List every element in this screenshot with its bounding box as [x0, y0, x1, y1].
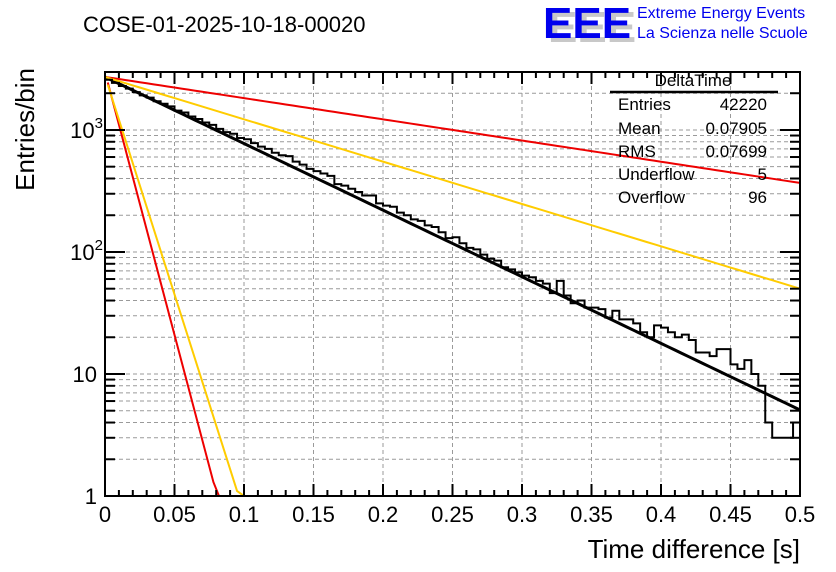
x-tick-label: 0.3 [507, 502, 538, 527]
x-tick-label: 0.35 [570, 502, 613, 527]
stats-label-mean: Mean [618, 119, 661, 138]
y-tick-label: 103 [70, 115, 103, 143]
x-tick-label: 0 [99, 502, 111, 527]
x-tick-label: 0.5 [785, 502, 816, 527]
series-red-steep [106, 82, 220, 497]
stats-value-overflow: 96 [748, 188, 767, 207]
stats-value-entries: 42220 [720, 95, 767, 114]
stats-value-rms: 0.07699 [706, 142, 767, 161]
histogram-outline [105, 78, 800, 439]
x-tick-label: 0.1 [229, 502, 260, 527]
y-tick-label: 102 [70, 237, 103, 265]
logo-mark: EEE [543, 0, 631, 48]
series-yellow-upper [104, 75, 801, 290]
logo-mark-shadow: EEE [548, 3, 636, 52]
x-tick-label: 0.45 [709, 502, 752, 527]
series-layer [104, 75, 801, 497]
stats-box: DeltaTime Entries 42220 Mean 0.07905 RMS… [610, 71, 778, 207]
series-yellow-steep [106, 84, 245, 497]
stats-value-mean: 0.07905 [706, 119, 767, 138]
stats-title: DeltaTime [655, 71, 732, 90]
logo-line1: Extreme Energy Events [637, 5, 805, 22]
histogram [105, 78, 800, 439]
y-tick-label: 1 [85, 484, 97, 509]
chart-title: COSE-01-2025-10-18-00020 [83, 12, 366, 37]
stats-label-underflow: Underflow [618, 165, 695, 184]
x-tick-label: 0.4 [646, 502, 677, 527]
x-tick-label: 0.25 [431, 502, 474, 527]
eee-logo: EEE EEE Extreme Energy Events La Scienza… [543, 0, 808, 52]
x-axis-title: Time difference [s] [588, 534, 800, 564]
y-tick-label: 10 [73, 362, 97, 387]
stats-label-entries: Entries [618, 95, 671, 114]
series-red-upper [104, 75, 801, 184]
x-tick-label: 0.15 [292, 502, 335, 527]
y-axis-title: Entries/bin [10, 68, 40, 191]
grid [105, 72, 800, 496]
stats-label-rms: RMS [618, 142, 656, 161]
stats-label-overflow: Overflow [618, 188, 686, 207]
x-tick-label: 0.2 [368, 502, 399, 527]
series-fit [104, 75, 801, 412]
logo-line2: La Scienza nelle Scuole [637, 25, 808, 42]
ticks: 0 0.05 0.1 0.15 0.2 0.25 0.3 0.35 0.4 0.45 0.5 1 10 1… [70, 72, 815, 527]
stats-value-underflow: 5 [758, 165, 767, 184]
x-tick-label: 0.05 [153, 502, 196, 527]
